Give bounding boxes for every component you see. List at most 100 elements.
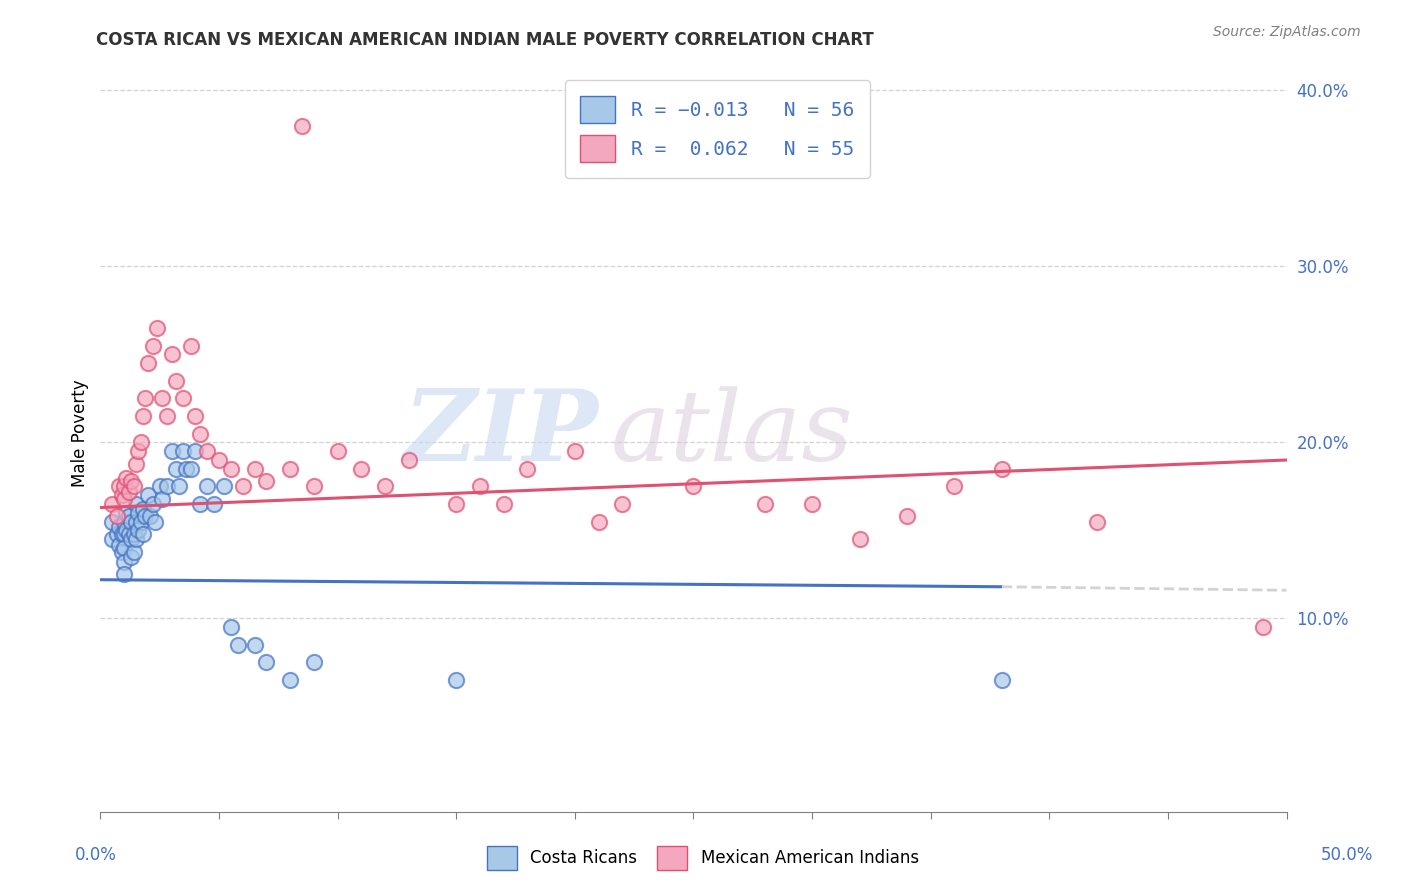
Point xyxy=(112,567,135,582)
Point xyxy=(172,444,194,458)
Point xyxy=(278,462,301,476)
Point xyxy=(302,656,325,670)
Point xyxy=(141,338,163,352)
Point xyxy=(118,484,141,499)
Point xyxy=(588,515,610,529)
Point xyxy=(122,544,145,558)
Text: atlas: atlas xyxy=(610,386,853,482)
Point xyxy=(291,119,314,133)
Point xyxy=(219,462,242,476)
Point xyxy=(991,462,1014,476)
Legend: Costa Ricans, Mexican American Indians: Costa Ricans, Mexican American Indians xyxy=(481,839,925,877)
Point xyxy=(165,374,187,388)
Point xyxy=(848,533,870,547)
Text: COSTA RICAN VS MEXICAN AMERICAN INDIAN MALE POVERTY CORRELATION CHART: COSTA RICAN VS MEXICAN AMERICAN INDIAN M… xyxy=(96,31,873,49)
Point xyxy=(111,527,134,541)
Point xyxy=(112,479,135,493)
Point xyxy=(112,491,135,506)
Point xyxy=(120,533,142,547)
Point xyxy=(254,656,277,670)
Point xyxy=(112,515,135,529)
Point xyxy=(146,321,169,335)
Point xyxy=(184,409,207,423)
Point xyxy=(105,509,128,524)
Point xyxy=(208,453,231,467)
Point xyxy=(156,409,179,423)
Point xyxy=(132,527,155,541)
Point xyxy=(122,527,145,541)
Point xyxy=(226,638,249,652)
Point xyxy=(172,392,194,406)
Point xyxy=(112,555,135,569)
Point xyxy=(127,506,149,520)
Point xyxy=(492,497,515,511)
Point xyxy=(136,356,159,370)
Point xyxy=(254,474,277,488)
Point xyxy=(991,673,1014,687)
Text: 50.0%: 50.0% xyxy=(1320,846,1374,863)
Point xyxy=(1085,515,1108,529)
Point xyxy=(195,444,218,458)
Point xyxy=(125,533,148,547)
Point xyxy=(184,444,207,458)
Point xyxy=(118,527,141,541)
Point xyxy=(141,497,163,511)
Point xyxy=(111,488,134,502)
Point xyxy=(219,620,242,634)
Point xyxy=(136,488,159,502)
Point xyxy=(125,457,148,471)
Text: Source: ZipAtlas.com: Source: ZipAtlas.com xyxy=(1213,25,1361,39)
Point xyxy=(156,479,179,493)
Point xyxy=(302,479,325,493)
Point xyxy=(125,497,148,511)
Point xyxy=(174,462,197,476)
Point xyxy=(165,462,187,476)
Point xyxy=(129,435,152,450)
Point xyxy=(115,506,138,520)
Point xyxy=(350,462,373,476)
Point xyxy=(160,347,183,361)
Point xyxy=(801,497,824,511)
Point xyxy=(120,474,142,488)
Point xyxy=(243,638,266,652)
Point xyxy=(444,497,467,511)
Point xyxy=(195,479,218,493)
Point xyxy=(188,426,211,441)
Point xyxy=(188,497,211,511)
Point xyxy=(468,479,491,493)
Point xyxy=(374,479,396,493)
Point xyxy=(202,497,225,511)
Point xyxy=(150,392,173,406)
Point xyxy=(101,533,124,547)
Point xyxy=(139,509,162,524)
Point xyxy=(115,524,138,538)
Text: ZIP: ZIP xyxy=(404,385,599,482)
Point xyxy=(943,479,966,493)
Point xyxy=(115,470,138,484)
Point xyxy=(127,444,149,458)
Point xyxy=(149,479,172,493)
Point xyxy=(150,491,173,506)
Point xyxy=(108,520,131,534)
Point xyxy=(127,524,149,538)
Point xyxy=(896,509,918,524)
Point xyxy=(1251,620,1274,634)
Point xyxy=(212,479,235,493)
Text: 0.0%: 0.0% xyxy=(75,846,117,863)
Point xyxy=(120,515,142,529)
Point xyxy=(122,479,145,493)
Point xyxy=(132,409,155,423)
Point xyxy=(444,673,467,687)
Point xyxy=(167,479,190,493)
Point xyxy=(112,527,135,541)
Point xyxy=(179,338,201,352)
Point xyxy=(278,673,301,687)
Point xyxy=(134,509,156,524)
Point xyxy=(326,444,349,458)
Point xyxy=(112,541,135,555)
Point xyxy=(682,479,704,493)
Point xyxy=(105,527,128,541)
Point xyxy=(143,515,166,529)
Point xyxy=(754,497,776,511)
Point xyxy=(118,509,141,524)
